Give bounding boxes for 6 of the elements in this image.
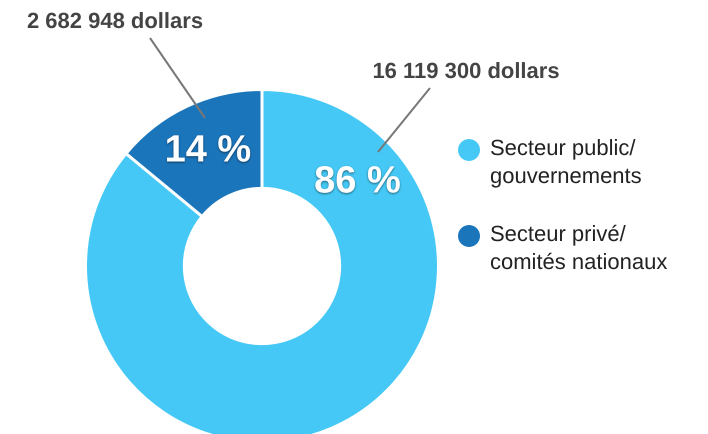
text: 16 119 300 dollars [372, 58, 560, 84]
text: 2 682 948 dollars [26, 8, 204, 34]
legend-label: Secteur public/ gouvernements [489, 134, 643, 190]
data-label: 14 % [164, 128, 252, 170]
legend-label: Secteur privé/ comités nationaux [489, 220, 668, 276]
data-label: 86 % [314, 160, 401, 202]
